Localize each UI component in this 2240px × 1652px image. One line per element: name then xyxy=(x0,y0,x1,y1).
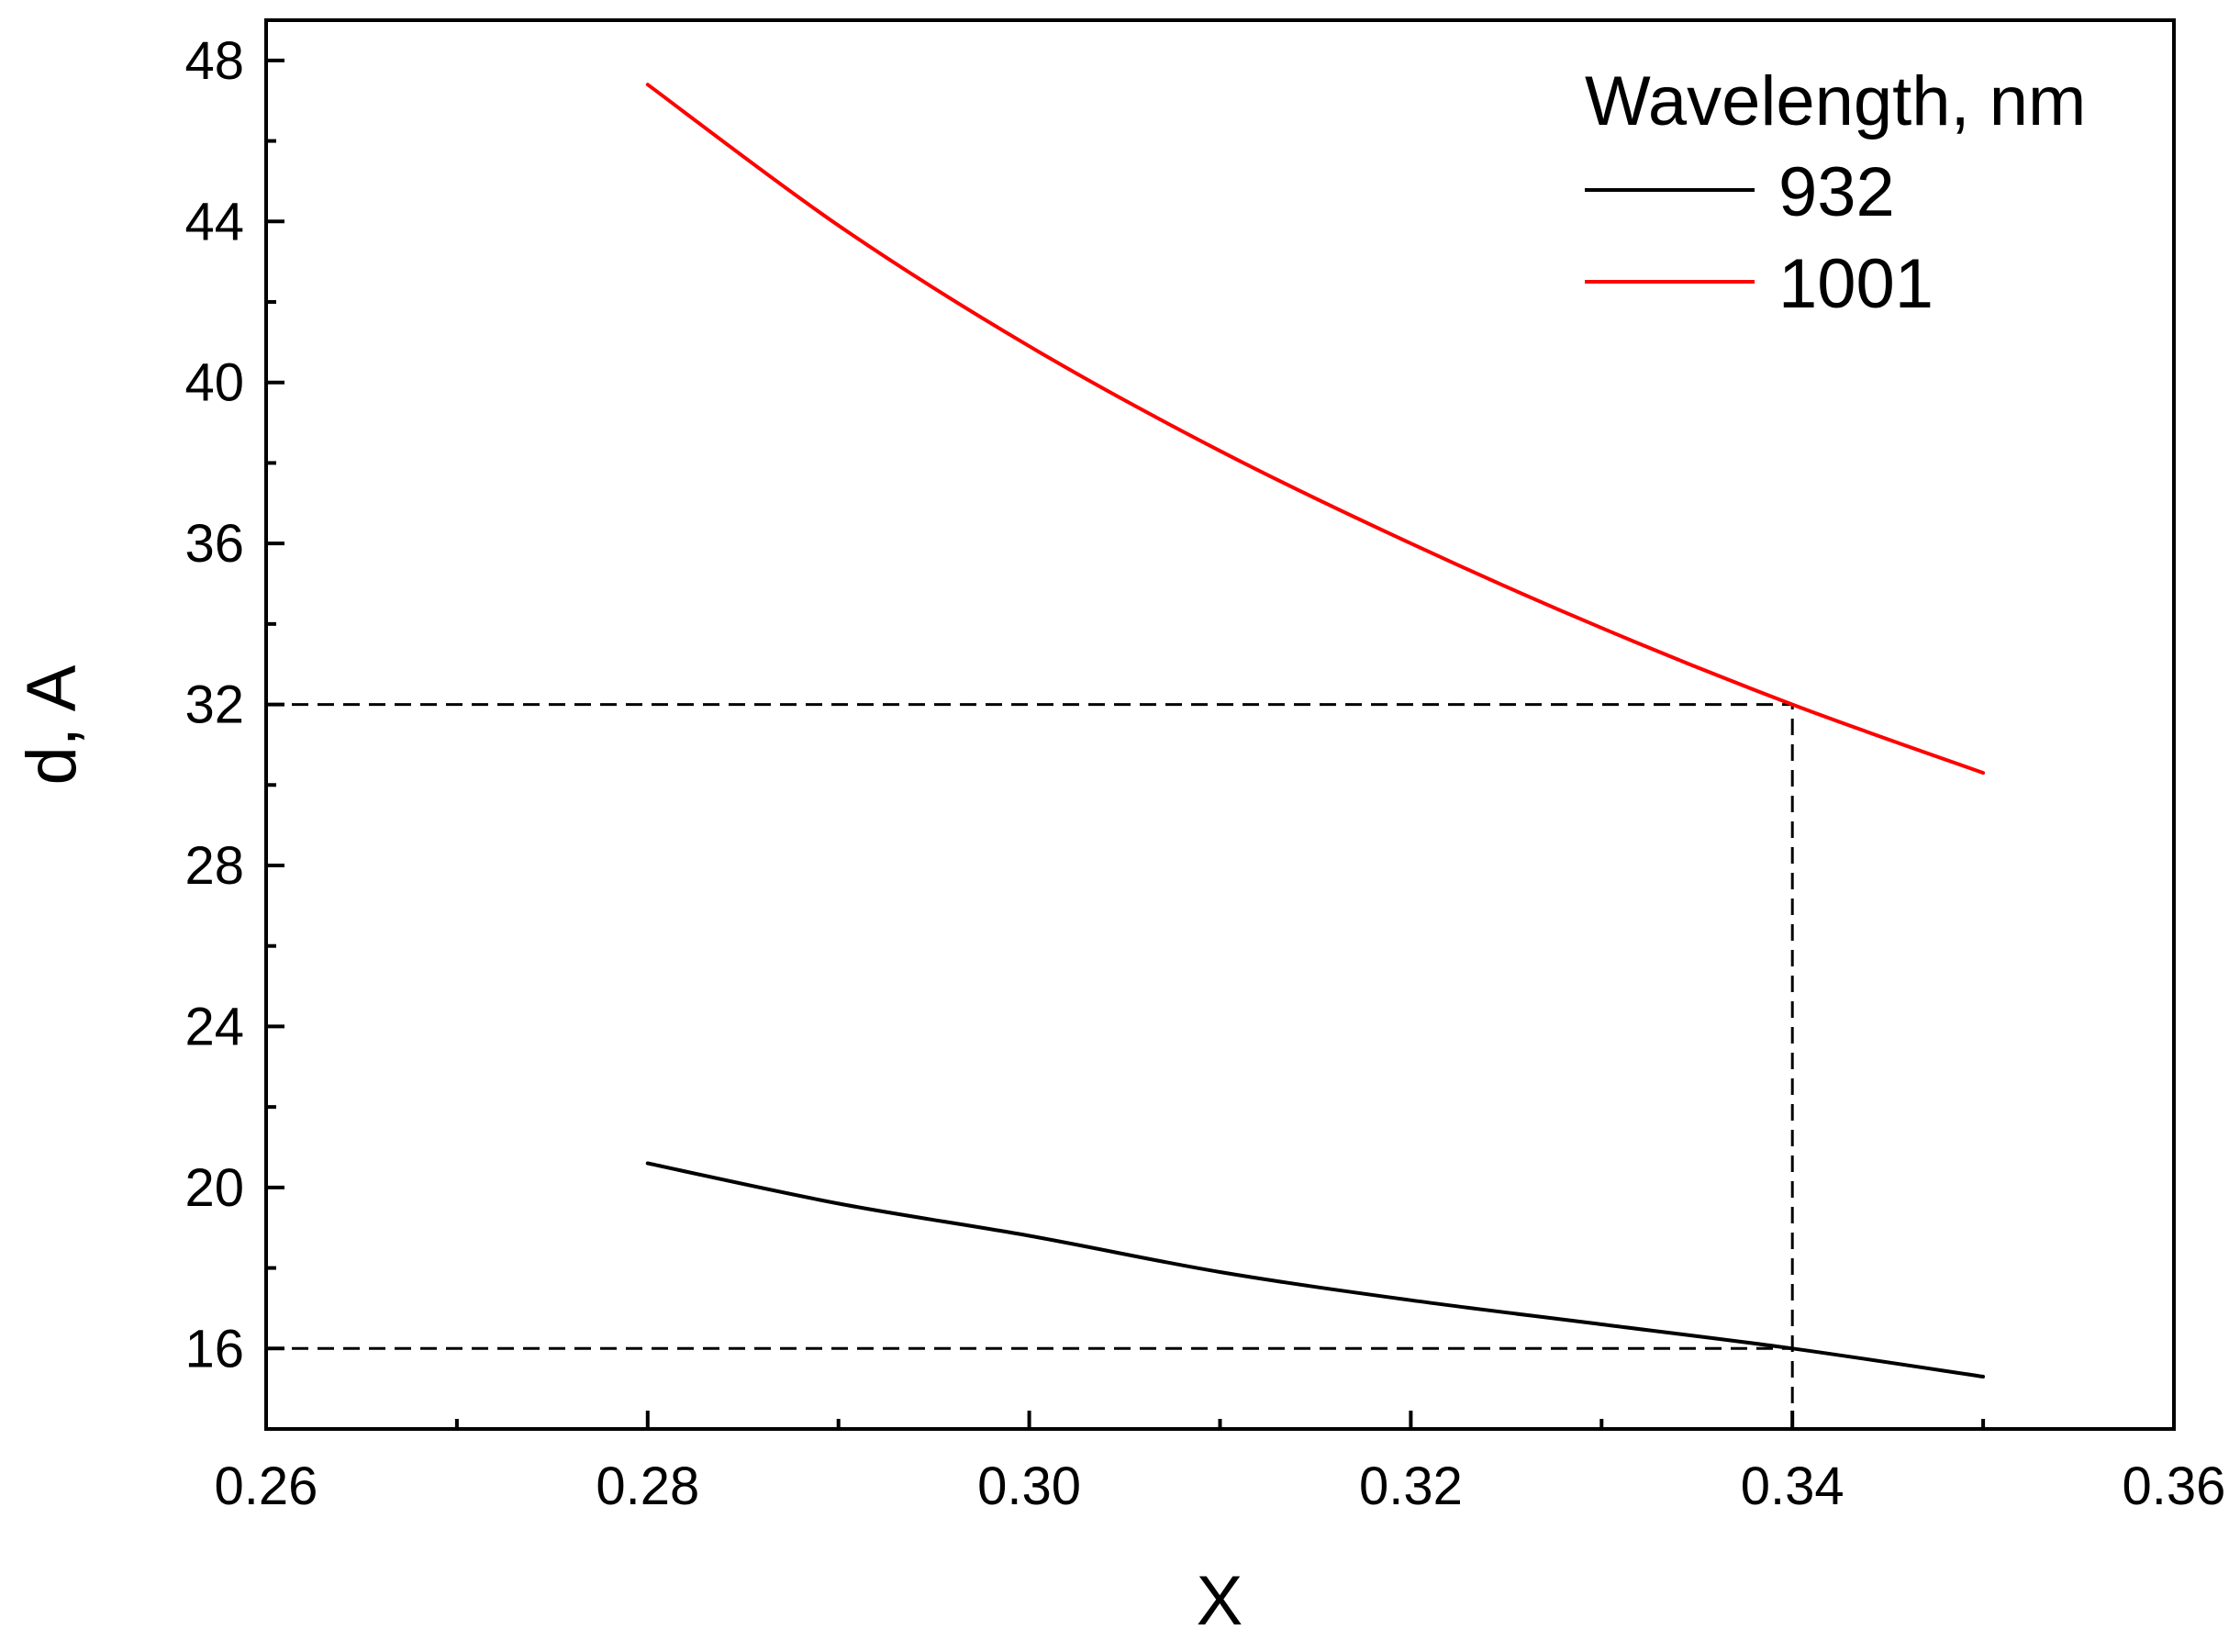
y-tick-label: 28 xyxy=(184,836,244,896)
x-axis-title: X xyxy=(1197,1562,1243,1640)
legend: Wavelength, nm 932 1001 xyxy=(1585,62,2086,323)
y-tick-label: 44 xyxy=(184,192,244,251)
x-tick-label: 0.26 xyxy=(215,1457,318,1516)
legend-items: 932 1001 xyxy=(1585,153,1934,323)
legend-title: Wavelength, nm xyxy=(1585,62,2086,140)
y-tick-label: 48 xyxy=(184,31,244,91)
axis-ticks xyxy=(264,58,2176,1431)
x-tick-label: 0.28 xyxy=(596,1457,699,1516)
series-line-1001 xyxy=(645,83,1986,776)
y-tick-label: 20 xyxy=(184,1158,244,1218)
plot-frame xyxy=(264,18,2176,1431)
series-lines xyxy=(645,83,1986,1379)
legend-label-1001: 1001 xyxy=(1778,245,1934,323)
y-tick-label: 16 xyxy=(184,1319,244,1379)
y-tick-label: 32 xyxy=(184,675,244,735)
x-tick-label: 0.32 xyxy=(1359,1457,1463,1516)
series-line-932 xyxy=(645,1161,1986,1379)
y-tick-label: 24 xyxy=(184,997,244,1056)
x-tick-label: 0.30 xyxy=(977,1457,1081,1516)
reference-lines xyxy=(266,703,1794,1429)
tick-labels: 0.26 0.28 0.30 0.32 0.34 0.36 16 20 24 28 32 36 40 44… xyxy=(184,31,2225,1516)
legend-label-932: 932 xyxy=(1778,153,1895,231)
x-tick-label: 0.36 xyxy=(2123,1457,2226,1516)
y-tick-label: 40 xyxy=(184,353,244,413)
y-tick-label: 36 xyxy=(184,514,244,574)
x-tick-label: 0.34 xyxy=(1741,1457,1844,1516)
y-axis-title: d, A xyxy=(13,664,91,785)
